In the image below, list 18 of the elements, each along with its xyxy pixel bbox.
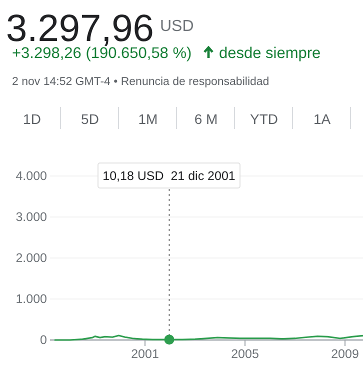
x-tick-label: 2005 [231, 347, 259, 361]
text: YTD [250, 111, 278, 127]
y-tick-label: 0 [40, 333, 48, 347]
x-tick-label: 2009 [331, 347, 359, 361]
text: 5D [81, 111, 99, 127]
text: 2 nov 14:52 GMT-4 • Renuncia de responsabilidad [12, 76, 270, 88]
x-tick-label: 2001 [131, 347, 159, 361]
annotation: 10,18 USD 21 dic 2001 [102, 169, 236, 183]
y-tick-label: 2.000 [16, 251, 48, 265]
y-tick-label: 3.000 [16, 210, 48, 224]
text: 1M [138, 111, 158, 127]
y-tick-label: 1.000 [16, 292, 48, 306]
text: 6 M [194, 111, 218, 127]
y-tick-label: 4.000 [16, 169, 48, 183]
text: USD [160, 18, 194, 35]
text: desde siempre [219, 45, 321, 62]
text: 1D [23, 111, 41, 127]
text: 1A [313, 111, 332, 127]
